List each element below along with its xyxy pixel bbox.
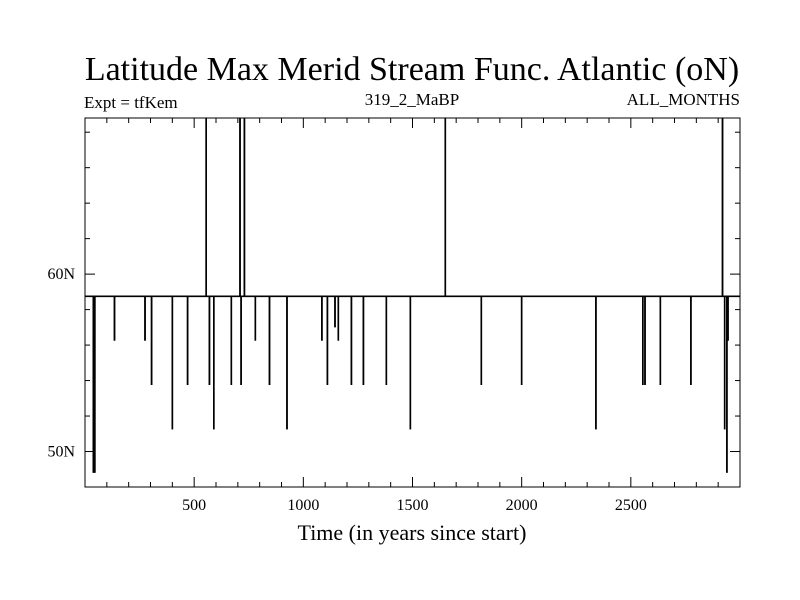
plot-area: 500 1000 1500 2000 2500 50N 60N <box>47 117 741 514</box>
x-tick-label: 1500 <box>397 497 429 514</box>
x-tick-label: 2000 <box>506 497 538 514</box>
x-tick-label: 2500 <box>615 497 647 514</box>
x-axis-label: Time (in years since start) <box>298 520 527 545</box>
months-label: ALL_MONTHS <box>627 90 740 109</box>
x-tick-label: 1000 <box>287 497 319 514</box>
x-tick-label: 500 <box>182 497 206 514</box>
y-tick-label: 60N <box>47 266 75 283</box>
plot-frame <box>84 117 741 488</box>
y-tick-label: 50N <box>47 444 75 461</box>
run-label: 319_2_MaBP <box>365 90 459 109</box>
chart-title: Latitude Max Merid Stream Func. Atlantic… <box>85 51 739 88</box>
experiment-label: Expt = tfKem <box>84 93 178 112</box>
series-line <box>85 118 740 473</box>
